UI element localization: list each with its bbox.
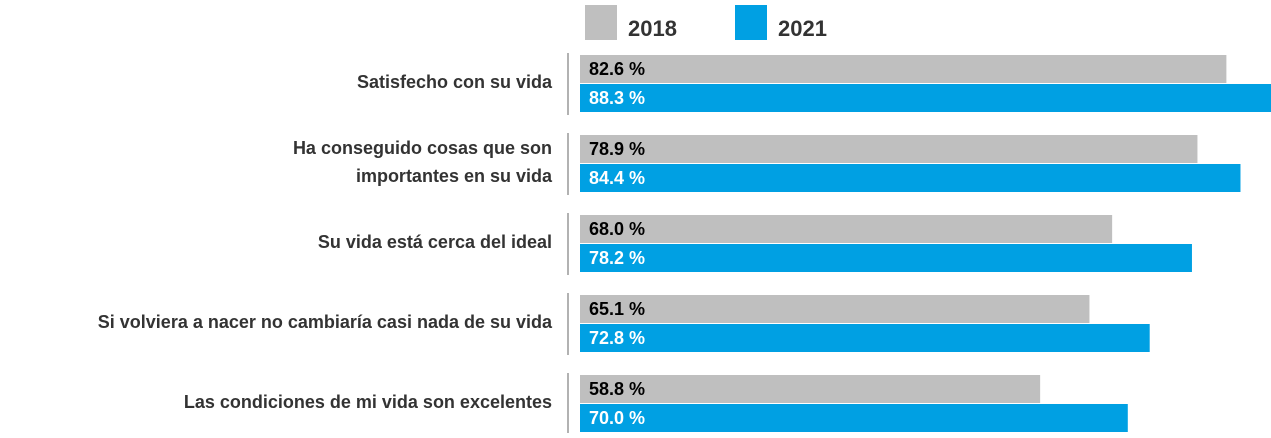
value-label: 58.8 % — [589, 379, 645, 399]
value-label: 65.1 % — [589, 299, 645, 319]
value-label: 68.0 % — [589, 219, 645, 239]
category-label: Su vida está cerca del ideal — [318, 232, 552, 252]
category-label: Si volviera a nacer no cambiaría casi na… — [98, 312, 553, 332]
value-label: 78.2 % — [589, 248, 645, 268]
value-label: 72.8 % — [589, 328, 645, 348]
bar — [580, 375, 1041, 403]
value-label: 88.3 % — [589, 88, 645, 108]
bar — [580, 164, 1241, 192]
bar — [580, 324, 1150, 352]
bar — [580, 135, 1198, 163]
value-label: 84.4 % — [589, 168, 645, 188]
value-label: 82.6 % — [589, 59, 645, 79]
bar — [580, 215, 1113, 243]
category-label: Las condiciones de mi vida son excelente… — [184, 392, 552, 412]
legend-swatch — [735, 5, 767, 40]
legend-label: 2018 — [628, 16, 677, 41]
legend-label: 2021 — [778, 16, 827, 41]
legend-swatch — [585, 5, 617, 40]
bar — [580, 84, 1271, 112]
bar — [580, 55, 1227, 83]
value-label: 70.0 % — [589, 408, 645, 428]
bar — [580, 295, 1090, 323]
category-label: Ha conseguido cosas que son importantes e… — [293, 138, 553, 186]
bar — [580, 244, 1192, 272]
bar — [580, 404, 1128, 432]
category-label: Satisfecho con su vida — [357, 72, 553, 92]
value-label: 78.9 % — [589, 139, 645, 159]
